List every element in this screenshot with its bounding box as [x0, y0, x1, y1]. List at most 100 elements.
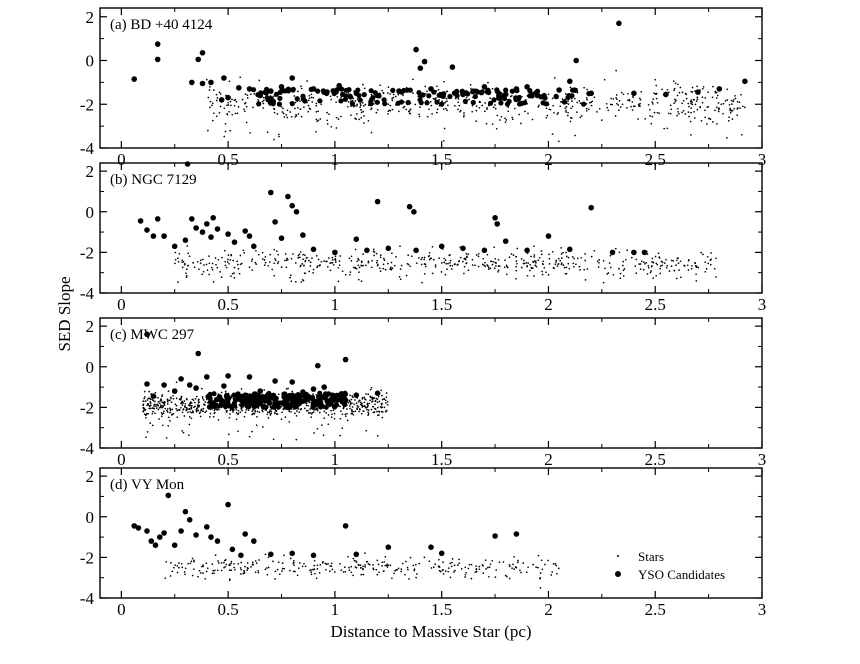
star-point [429, 100, 432, 103]
star-point [241, 409, 243, 412]
star-point [389, 564, 392, 567]
yso-point [374, 390, 381, 397]
yso-point [251, 243, 257, 250]
star-point [204, 401, 207, 403]
star-point [349, 405, 351, 407]
star-point [517, 559, 519, 562]
star-point [330, 125, 333, 128]
star-point [370, 108, 372, 111]
star-point [722, 112, 724, 115]
star-point [281, 570, 283, 572]
star-point [337, 280, 340, 283]
star-point [240, 573, 242, 575]
star-point [367, 411, 369, 414]
star-point [316, 427, 319, 430]
star-point [359, 564, 362, 566]
star-point [376, 259, 379, 262]
star-point [356, 113, 358, 115]
star-point [687, 102, 690, 105]
star-point [147, 412, 150, 415]
yso-point [421, 58, 428, 65]
star-point [183, 415, 186, 417]
star-point [300, 115, 303, 118]
star-point [691, 91, 694, 93]
star-point [547, 93, 550, 96]
star-point [370, 131, 373, 134]
star-point [287, 387, 289, 390]
star-point [729, 107, 731, 110]
star-point [676, 114, 678, 117]
yso-point [204, 221, 210, 227]
yso-point [503, 87, 509, 93]
yso-point [319, 403, 325, 409]
star-point [573, 257, 575, 260]
star-point [555, 259, 557, 262]
star-point [658, 256, 661, 258]
yso-point [385, 544, 392, 550]
star-point [619, 106, 622, 108]
yso-point [254, 402, 260, 408]
yso-point [221, 383, 227, 389]
yso-point [271, 404, 277, 410]
star-point [350, 255, 353, 258]
star-point [673, 87, 676, 90]
star-point [315, 577, 318, 580]
yso-point [382, 101, 388, 107]
star-point [299, 408, 302, 411]
star-point [540, 559, 543, 562]
star-point [661, 264, 664, 267]
star-point [381, 565, 383, 567]
star-point [163, 402, 166, 405]
star-point [687, 111, 690, 113]
star-point [405, 274, 408, 277]
yso-point [157, 534, 163, 540]
star-point [555, 261, 557, 263]
star-point [431, 113, 433, 115]
star-point [326, 119, 329, 122]
yso-point [137, 218, 144, 224]
star-point [340, 410, 342, 413]
star-point [407, 110, 410, 113]
star-point [273, 248, 276, 251]
star-point [606, 106, 609, 109]
star-point [517, 561, 519, 564]
star-point [407, 568, 409, 571]
star-point [330, 409, 332, 412]
star-point [574, 134, 576, 137]
yso-point [426, 93, 432, 99]
star-point [309, 265, 312, 267]
star-point [295, 113, 297, 116]
star-point [560, 247, 563, 249]
star-point [418, 113, 420, 116]
star-point [424, 263, 427, 266]
star-point [229, 104, 232, 107]
yso-point [259, 395, 265, 401]
star-point [202, 270, 205, 273]
star-point [389, 109, 392, 112]
star-point [335, 127, 338, 129]
star-point [350, 565, 353, 568]
star-point [679, 260, 682, 263]
star-point [159, 398, 162, 400]
star-point [367, 563, 370, 565]
star-point [439, 570, 442, 573]
star-point [542, 260, 545, 263]
star-point [442, 139, 445, 142]
star-point [283, 567, 286, 570]
star-point [379, 256, 382, 259]
star-point [369, 395, 371, 398]
star-point [532, 563, 535, 566]
star-point [513, 568, 515, 570]
star-point [363, 397, 366, 400]
star-point [183, 571, 186, 573]
star-point [166, 408, 169, 410]
yso-point [148, 538, 155, 544]
star-point [565, 251, 567, 254]
star-point [459, 109, 462, 112]
star-point [361, 102, 364, 104]
star-point [376, 410, 378, 413]
star-point [418, 562, 421, 565]
x-tick-label: 1 [331, 295, 340, 314]
star-point [423, 258, 425, 261]
